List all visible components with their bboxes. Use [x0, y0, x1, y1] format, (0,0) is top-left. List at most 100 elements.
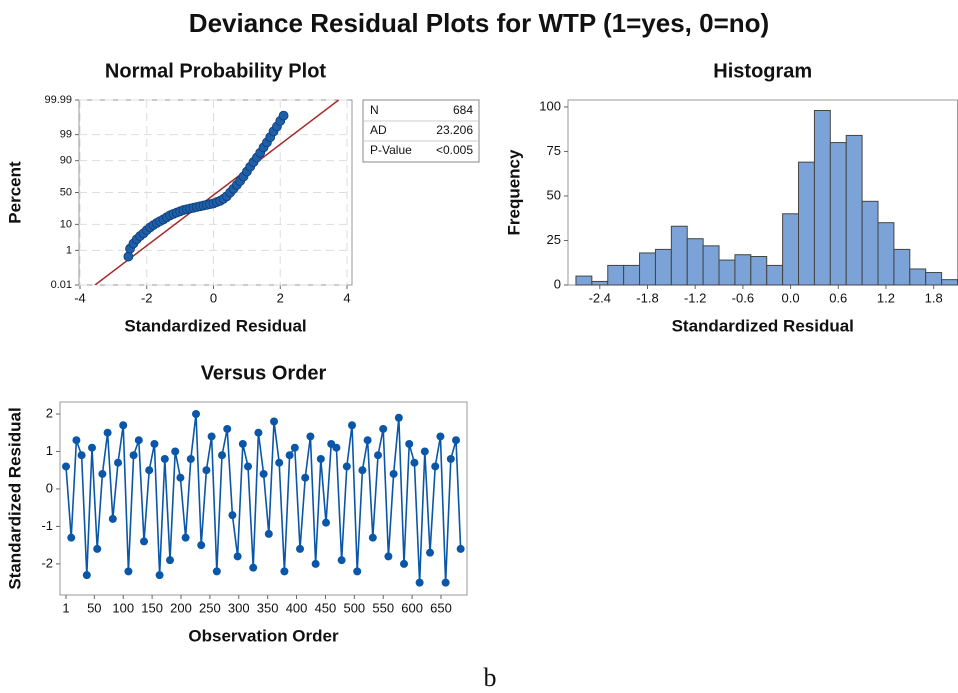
point: [176, 473, 185, 482]
bar: [925, 272, 943, 286]
bar: [607, 264, 625, 286]
x-tick-label: -1.8: [636, 290, 658, 305]
y-tick-label: 0: [46, 480, 53, 495]
point: [114, 458, 123, 467]
bar: [877, 222, 895, 286]
x-tick-label: 4: [343, 290, 350, 305]
y-tick-label: -2: [41, 555, 53, 570]
bar: [782, 213, 800, 286]
point: [140, 537, 149, 546]
point: [228, 511, 237, 520]
point: [72, 436, 81, 445]
y-axis-title: Percent: [5, 161, 24, 224]
x-tick-label: 0.6: [829, 290, 847, 305]
point: [119, 421, 128, 430]
bar: [702, 245, 720, 286]
bar: [575, 275, 593, 286]
point: [431, 462, 440, 471]
chart-title: Normal Probability Plot: [105, 60, 326, 82]
x-tick-label: 350: [257, 600, 279, 615]
x-tick-label: 400: [286, 600, 308, 615]
x-tick-label: 1.8: [925, 290, 943, 305]
x-axis-title: Standardized Residual: [124, 316, 306, 335]
x-tick-label: 100: [112, 600, 134, 615]
x-tick-label: 2: [277, 290, 284, 305]
point: [197, 541, 206, 550]
bar: [750, 256, 768, 286]
x-tick-label: 600: [401, 600, 423, 615]
stats-box: [362, 99, 480, 163]
stats-label: AD: [370, 123, 387, 137]
x-tick-label: 250: [199, 600, 221, 615]
point: [181, 533, 190, 542]
x-tick-label: 500: [343, 600, 365, 615]
point: [98, 469, 107, 478]
point: [129, 451, 138, 460]
y-tick-label: 1: [66, 244, 72, 256]
point: [441, 578, 450, 587]
bar: [861, 200, 879, 286]
y-tick-label: 90: [60, 155, 72, 167]
point: [108, 514, 117, 523]
bar: [845, 134, 863, 286]
bar: [766, 264, 784, 286]
caption: b: [484, 663, 497, 692]
point: [155, 571, 164, 580]
point: [389, 469, 398, 478]
stats-value: 23.206: [436, 123, 473, 137]
x-tick-label: 300: [228, 600, 250, 615]
point: [233, 552, 242, 561]
point: [264, 529, 273, 538]
y-tick-label: -1: [41, 518, 53, 533]
point: [270, 417, 279, 426]
point: [202, 466, 211, 475]
point: [93, 544, 102, 553]
point: [145, 466, 154, 475]
point: [456, 544, 465, 553]
point: [290, 443, 299, 452]
y-tick-label: 2: [46, 405, 53, 420]
point: [374, 451, 383, 460]
bar: [654, 248, 672, 286]
point: [192, 409, 201, 418]
bar: [718, 259, 736, 286]
point: [446, 454, 455, 463]
point: [278, 110, 289, 121]
point: [342, 462, 351, 471]
point: [322, 518, 331, 527]
point: [254, 428, 263, 437]
point: [207, 432, 216, 441]
point: [150, 439, 159, 448]
bar: [893, 248, 911, 286]
y-tick-label: 75: [547, 143, 561, 158]
x-tick-label: -2.4: [589, 290, 611, 305]
y-tick-label: 50: [60, 186, 72, 198]
point: [218, 451, 227, 460]
point: [410, 458, 419, 467]
point: [363, 436, 372, 445]
x-tick-label: 150: [141, 600, 163, 615]
bar: [591, 280, 609, 286]
point: [238, 439, 247, 448]
point: [280, 567, 289, 576]
point: [306, 432, 315, 441]
chart-title: Versus Order: [201, 362, 327, 384]
point: [82, 571, 91, 580]
stats-value: 684: [453, 103, 473, 117]
x-tick-label: 50: [87, 600, 101, 615]
point: [67, 533, 76, 542]
point: [244, 462, 253, 471]
point: [332, 443, 341, 452]
point: [171, 447, 180, 456]
x-tick-label: -4: [74, 290, 86, 305]
bar: [686, 238, 704, 286]
stats-label: N: [370, 103, 379, 117]
x-tick-label: -2: [141, 290, 153, 305]
y-tick-label: 0: [554, 276, 561, 291]
x-axis-title: Standardized Residual: [672, 316, 854, 335]
point: [123, 251, 134, 262]
point: [353, 567, 362, 576]
x-tick-label: 650: [430, 600, 452, 615]
x-tick-label: -0.6: [732, 290, 754, 305]
